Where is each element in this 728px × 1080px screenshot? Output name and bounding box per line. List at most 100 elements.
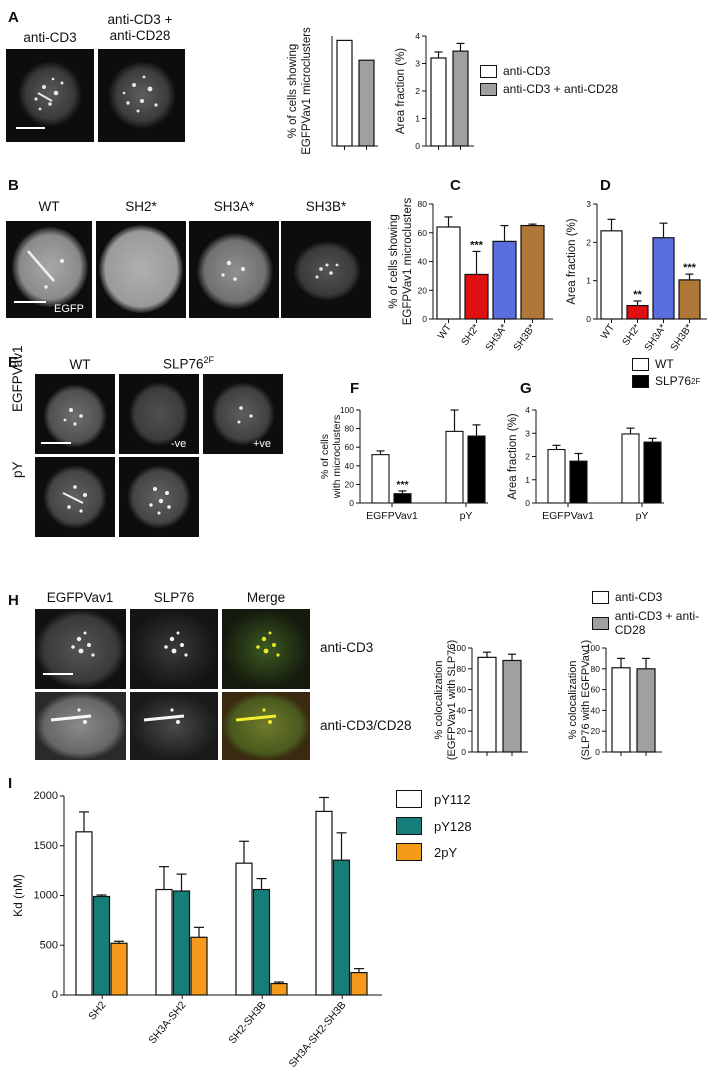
legend-text: anti-CD3 + anti-CD28 xyxy=(614,609,700,637)
micrograph-h-cd3-egfp xyxy=(35,609,126,689)
panel-label-b: B xyxy=(8,177,19,194)
y-axis-label: Area fraction (%) xyxy=(507,413,519,499)
x-tick-label: SH2 xyxy=(86,999,108,1022)
y-tick-label: 0 xyxy=(422,314,427,324)
legend-g-slp76-2f: SLP76 2F xyxy=(632,374,700,388)
y-tick-label: 100 xyxy=(340,405,354,415)
y-tick-label: 60 xyxy=(457,685,467,695)
y-tick-label: 60 xyxy=(418,228,428,238)
bar xyxy=(92,895,111,996)
chart-d-area-fraction: 0 1 2 3 Area fraction (%) WT ** SH2* SH3A* *** SH3… xyxy=(566,199,707,353)
image-label-line2: anti-CD28 xyxy=(109,28,171,43)
x-tick-label: SH3A-SH2 xyxy=(146,999,188,1046)
y-axis-label: Area fraction (%) xyxy=(395,48,407,134)
y-tick-label: 1 xyxy=(586,276,591,286)
inset-negative: -ve xyxy=(171,438,187,450)
col-label-slp76-2f: SLP762F xyxy=(163,355,214,372)
legend-text: 2pY xyxy=(434,844,458,860)
bar xyxy=(569,460,588,504)
panel-label-a: A xyxy=(8,9,19,26)
chart-h-colocalization-egfp: 0 20 40 60 80 100 % colocalization (EGFPVav1 wi… xyxy=(433,640,528,760)
row-label-anti-cd3: anti-CD3 xyxy=(320,640,374,655)
x-tick-label: SH2* xyxy=(460,322,482,348)
micrograph-h-cd3cd28-egfp xyxy=(35,692,126,760)
x-tick-label: SH3A* xyxy=(643,322,669,353)
panel-label-i: I xyxy=(8,775,13,792)
row-label-egfpvav1: EGFPVav1 xyxy=(10,345,25,412)
panel-label-d: D xyxy=(600,177,611,194)
y-axis-label: % colocalization xyxy=(433,661,445,740)
inset-positive: +ve xyxy=(253,438,272,450)
legend-swatch-gray xyxy=(592,616,609,630)
panel-label-f: F xyxy=(350,380,360,397)
legend-text: anti-CD3 xyxy=(503,64,551,78)
bar xyxy=(270,982,288,996)
y-tick-label: 40 xyxy=(457,705,467,715)
legend-swatch-orange xyxy=(396,843,422,861)
row-label-py: pY xyxy=(10,461,25,478)
y-axis-label-line2: EGFPVav1 microclusters xyxy=(402,197,414,325)
y-tick-label: 80 xyxy=(457,664,467,674)
legend-a-anti-cd3: anti-CD3 xyxy=(480,64,550,78)
scale-bar xyxy=(43,673,73,675)
chart-a-area-fraction: 0 1 2 3 4 Area fraction (%) xyxy=(395,31,474,151)
bar xyxy=(350,972,368,996)
legend-swatch-black xyxy=(632,374,649,388)
micrograph-b-sh3b xyxy=(281,221,371,318)
y-tick-label: 80 xyxy=(591,664,601,674)
legend-i-py112: pY112 xyxy=(396,790,471,808)
significance-marker: *** xyxy=(683,262,697,274)
col-label-slp76: SLP76 xyxy=(153,590,195,605)
chart-h-colocalization-slp76: 0 20 40 60 80 100 % colocalization (SLP76 with … xyxy=(567,640,662,760)
y-tick-label: 3 xyxy=(586,199,591,209)
bar xyxy=(520,224,545,320)
bar xyxy=(452,50,469,147)
y-tick-label: 4 xyxy=(525,405,530,415)
y-tick-label: 40 xyxy=(418,257,428,267)
y-tick-label: 3 xyxy=(525,428,530,438)
y-tick-label: 100 xyxy=(452,643,466,653)
y-tick-label: 3 xyxy=(415,59,420,69)
y-tick-label: 20 xyxy=(418,285,428,295)
micrograph-a-anti-cd3 xyxy=(6,49,94,142)
legend-swatch-white xyxy=(480,64,497,78)
image-label-sh2: SH2* xyxy=(125,199,157,214)
significance-marker: *** xyxy=(470,239,484,251)
bar xyxy=(332,859,351,996)
legend-swatch-gray xyxy=(480,82,497,96)
chart-a-microclusters: % of cells showing EGFPVav1 microclusters xyxy=(287,27,378,155)
micrograph-h-cd3-merge xyxy=(222,609,310,689)
y-tick-label: 0 xyxy=(415,141,420,151)
y-axis-label-line2: with microclusters xyxy=(331,415,343,499)
row-label-anti-cd3-cd28: anti-CD3/CD28 xyxy=(320,718,412,733)
image-label-anti-cd3: anti-CD3 xyxy=(23,30,77,45)
y-tick-label: 0 xyxy=(525,498,530,508)
significance-marker: ** xyxy=(633,289,642,301)
micrograph-e-2f-egfp-negative: -ve xyxy=(119,374,199,454)
x-tick-label: SH3B* xyxy=(669,322,695,353)
image-label-wt: WT xyxy=(38,199,60,214)
legend-swatch-white xyxy=(632,357,649,371)
y-axis-label: % of cells xyxy=(319,434,331,479)
y-tick-label: 1 xyxy=(525,475,530,485)
micrograph-e-wt-egfp xyxy=(35,374,115,454)
col-label-wt: WT xyxy=(69,357,91,372)
bar xyxy=(155,888,173,996)
x-tick-label: WT xyxy=(436,322,454,341)
y-axis-label-line2: EGFPVav1 microclusters xyxy=(301,27,313,155)
bar xyxy=(636,668,656,753)
y-tick-label: 40 xyxy=(591,705,601,715)
image-label-sh3a: SH3A* xyxy=(213,199,255,214)
bar xyxy=(358,59,375,147)
scale-bar xyxy=(14,301,46,303)
micrograph-e-wt-py xyxy=(35,457,115,537)
y-tick-label: 0 xyxy=(586,314,591,324)
micrograph-a-anti-cd3-cd28 xyxy=(98,49,185,142)
scale-bar xyxy=(16,127,45,129)
y-tick-label: 2 xyxy=(586,237,591,247)
superscript-2f: 2F xyxy=(691,376,701,386)
x-tick-label: EGFPVav1 xyxy=(366,510,418,522)
legend-i-py128: pY128 xyxy=(396,817,472,835)
bar xyxy=(75,831,93,996)
legend-g-wt: WT xyxy=(632,357,674,371)
